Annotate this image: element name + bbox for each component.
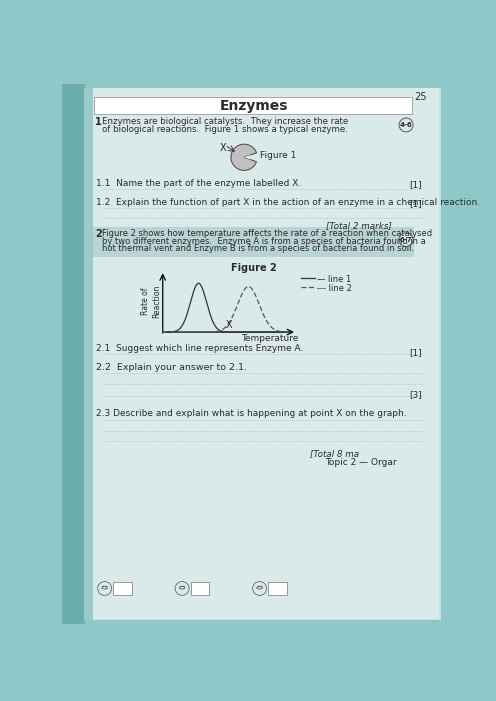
Text: Rate of
Reaction: Rate of Reaction: [141, 285, 161, 318]
Text: [3]: [3]: [409, 390, 422, 399]
Text: of biological reactions.  Figure 1 shows a typical enzyme.: of biological reactions. Figure 1 shows …: [102, 125, 348, 134]
Text: Temperature: Temperature: [241, 334, 299, 343]
Circle shape: [175, 582, 189, 595]
Text: Figure 2 shows how temperature affects the rate of a reaction when catalysed: Figure 2 shows how temperature affects t…: [102, 229, 433, 238]
Text: 25: 25: [414, 92, 427, 102]
Text: 1: 1: [95, 117, 102, 127]
Circle shape: [252, 582, 267, 595]
Text: 1.1  Name the part of the enzyme labelled X.: 1.1 Name the part of the enzyme labelled…: [96, 179, 302, 188]
Text: 2.2  Explain your answer to 2.1.: 2.2 Explain your answer to 2.1.: [96, 363, 247, 372]
Circle shape: [399, 118, 413, 132]
Text: [Total 8 ma: [Total 8 ma: [310, 449, 359, 458]
Text: Enzymes: Enzymes: [220, 99, 289, 113]
Circle shape: [399, 233, 413, 247]
Text: Figure 1: Figure 1: [259, 151, 296, 160]
FancyBboxPatch shape: [84, 88, 93, 620]
Text: [1]: [1]: [409, 348, 422, 357]
Text: 1.2  Explain the function of part X in the action of an enzyme in a chemical rea: 1.2 Explain the function of part X in th…: [96, 198, 480, 207]
Text: 6-7: 6-7: [400, 237, 412, 243]
Wedge shape: [244, 155, 250, 160]
Text: 2.3 Describe and explain what is happening at point X on the graph.: 2.3 Describe and explain what is happeni…: [96, 409, 407, 418]
Text: --- line 2: --- line 2: [317, 285, 352, 293]
FancyBboxPatch shape: [113, 583, 132, 594]
Text: 4-6: 4-6: [400, 122, 412, 128]
FancyBboxPatch shape: [268, 583, 287, 594]
Wedge shape: [231, 144, 256, 170]
Text: hot thermal vent and Enzyme B is from a species of bacteria found in soil.: hot thermal vent and Enzyme B is from a …: [102, 244, 415, 253]
Text: 2: 2: [95, 229, 102, 239]
Text: X: X: [226, 320, 233, 330]
Text: X: X: [220, 142, 227, 153]
Text: [Total 2 marks]: [Total 2 marks]: [325, 222, 391, 230]
FancyBboxPatch shape: [94, 97, 412, 114]
Text: by two different enzymes.  Enzyme A is from a species of bacteria found in a: by two different enzymes. Enzyme A is fr…: [102, 236, 426, 245]
FancyBboxPatch shape: [84, 88, 441, 620]
Text: Topic 2 — Orgar: Topic 2 — Orgar: [325, 458, 397, 468]
FancyBboxPatch shape: [93, 227, 414, 257]
Text: 2.1  Suggest which line represents Enzyme A.: 2.1 Suggest which line represents Enzyme…: [96, 343, 304, 353]
Text: [1]: [1]: [409, 180, 422, 189]
Text: Enzymes are biological catalysts.  They increase the rate: Enzymes are biological catalysts. They i…: [102, 117, 349, 126]
Text: Figure 2: Figure 2: [231, 263, 277, 273]
FancyBboxPatch shape: [62, 84, 85, 624]
FancyBboxPatch shape: [93, 88, 438, 618]
Text: — line 1: — line 1: [317, 275, 351, 284]
FancyBboxPatch shape: [190, 583, 209, 594]
Circle shape: [98, 582, 112, 595]
Text: [1]: [1]: [409, 199, 422, 208]
